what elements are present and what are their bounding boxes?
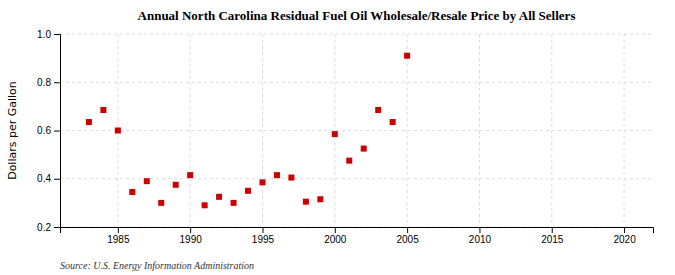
tick-mark <box>54 34 60 35</box>
grid-line <box>262 34 263 227</box>
tick-mark <box>190 227 191 233</box>
grid-line <box>334 34 335 227</box>
axis-line <box>54 35 61 228</box>
point <box>288 175 294 181</box>
tick-mark <box>479 227 480 233</box>
tick: 2015 <box>541 227 564 245</box>
tick: 1.0 <box>37 29 60 40</box>
plot: 198519901995200020052010201520200.20.40.… <box>37 29 653 245</box>
tick-label: 0.6 <box>37 125 51 136</box>
x-axis: 1985 1990 1995 2000 2005 2010 2015 2020 <box>61 227 654 245</box>
point <box>86 119 92 125</box>
point <box>231 200 237 206</box>
tick-label: 0.2 <box>37 222 51 233</box>
axis-line <box>61 228 654 234</box>
tick-mark <box>54 131 60 132</box>
point <box>375 107 381 113</box>
grid-line <box>190 34 191 227</box>
tick-label: 1.0 <box>37 29 51 40</box>
tick: 1995 <box>252 227 275 245</box>
point <box>202 202 208 208</box>
point <box>317 196 323 202</box>
tick-mark <box>262 227 263 233</box>
tick-mark <box>54 227 60 228</box>
tick-label: 1985 <box>107 234 130 245</box>
tick-mark <box>407 227 408 233</box>
point <box>115 128 121 134</box>
point <box>245 188 251 194</box>
point <box>129 189 135 195</box>
chart: 198519901995200020052010201520200.20.40.… <box>0 0 675 275</box>
tick-label: 2010 <box>469 234 492 245</box>
grid-line <box>60 34 653 35</box>
title: Annual North Carolina Residual Fuel Oil … <box>138 8 576 23</box>
tick-label: 0.4 <box>37 173 51 184</box>
tick-label: 1995 <box>252 234 275 245</box>
y-axis-title: Dollars per Gallon <box>6 81 19 180</box>
tick-mark <box>118 227 119 233</box>
tick: 0.2 <box>37 222 60 233</box>
tick-mark <box>624 227 625 233</box>
grid-line <box>479 34 480 227</box>
y-axis: 0.2 0.4 0.6 0.8 1.0 <box>37 29 60 233</box>
tick: 2010 <box>469 227 492 245</box>
point <box>100 107 106 113</box>
tick-mark <box>552 227 553 233</box>
tick-label: 1990 <box>180 234 203 245</box>
tick: 2005 <box>396 227 419 245</box>
tick-mark <box>335 227 336 233</box>
point <box>303 199 309 205</box>
tick: 1985 <box>107 227 130 245</box>
point <box>173 182 179 188</box>
tick-label: 0.8 <box>37 77 51 88</box>
tick: 0.8 <box>37 77 60 88</box>
point <box>259 179 265 185</box>
point <box>187 172 193 178</box>
grid-line <box>407 34 408 227</box>
tick: 0.6 <box>37 125 60 136</box>
grid-line <box>60 130 653 131</box>
point <box>404 53 410 59</box>
tick: 0.4 <box>37 173 60 184</box>
grid <box>60 34 653 227</box>
tick-label: 2005 <box>396 234 419 245</box>
tick-label: 2020 <box>613 234 636 245</box>
points <box>86 53 410 209</box>
tick: 2000 <box>324 227 347 245</box>
tick: 2020 <box>613 227 636 245</box>
point <box>158 200 164 206</box>
grid-line <box>60 82 653 83</box>
point <box>274 172 280 178</box>
point <box>346 158 352 164</box>
point <box>144 178 150 184</box>
tick-mark <box>54 179 60 180</box>
point <box>332 131 338 137</box>
tick: 1990 <box>180 227 203 245</box>
tick-mark <box>54 82 60 83</box>
point <box>361 146 367 152</box>
tick-label: 2000 <box>324 234 347 245</box>
point <box>216 194 222 200</box>
tick-label: 2015 <box>541 234 564 245</box>
point <box>390 119 396 125</box>
annotation: Source: U.S. Energy Information Administ… <box>60 260 254 271</box>
